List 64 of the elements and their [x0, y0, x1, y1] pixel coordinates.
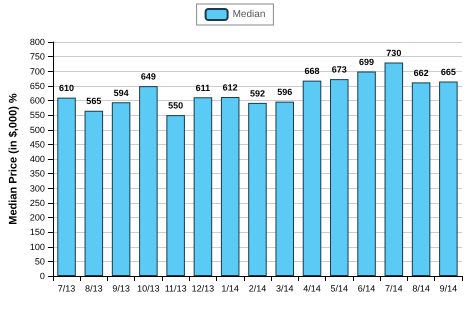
y-tick-label: 200 [30, 212, 45, 222]
bar [302, 80, 322, 276]
x-tick-label: 9/14 [440, 284, 458, 294]
x-tick-label: 12/13 [192, 284, 214, 294]
x-tick-label: 5/14 [330, 284, 348, 294]
y-tick-label: 700 [30, 66, 45, 76]
data-label: 673 [332, 64, 347, 75]
x-tick-label: 4/14 [303, 284, 321, 294]
data-label: 592 [250, 88, 265, 98]
x-tick-label: 1/14 [221, 284, 239, 294]
data-label: 550 [168, 100, 184, 111]
x-tick-label: 7/14 [385, 284, 403, 294]
data-label: 610 [59, 83, 74, 94]
data-label: 611 [196, 82, 210, 93]
data-label: 612 [222, 82, 238, 92]
data-label: 596 [277, 87, 292, 98]
x-tick-label: 10/13 [137, 284, 160, 294]
x-tick-label: 3/14 [276, 284, 294, 294]
data-label: 565 [86, 96, 102, 106]
x-tick-label: 8/13 [85, 284, 103, 294]
y-tick-label: 350 [30, 168, 45, 179]
bar [412, 82, 430, 276]
data-label: 699 [359, 57, 374, 68]
y-tick-label: 500 [30, 124, 45, 135]
bar [220, 96, 240, 276]
y-tick-label: 100 [30, 242, 45, 252]
bar [112, 102, 130, 276]
x-tick-label: 7/13 [58, 284, 76, 294]
y-tick-label: 800 [30, 37, 45, 47]
y-tick-label: 300 [30, 183, 45, 194]
y-tick-label: 550 [30, 110, 45, 120]
bar [166, 115, 185, 276]
bar [357, 72, 376, 276]
data-label: 730 [386, 48, 402, 58]
bar [439, 81, 458, 276]
legend-label: Median [232, 9, 266, 20]
bar [330, 79, 349, 276]
data-label: 662 [414, 68, 429, 78]
y-tick-label: 50 [34, 256, 45, 266]
y-tick-label: 750 [30, 52, 45, 62]
data-label: 665 [440, 66, 456, 77]
y-axis-title: Median Price (in $,000) % [8, 93, 20, 225]
x-tick-label: 2/14 [248, 284, 266, 294]
x-tick-label: 8/14 [412, 284, 430, 294]
data-label: 594 [114, 88, 129, 98]
bar [84, 110, 104, 276]
y-tick-label: 150 [30, 227, 45, 238]
y-tick-label: 400 [30, 154, 45, 164]
bar [384, 62, 404, 276]
y-tick-label: 0 [40, 271, 45, 281]
x-tick-label: 11/13 [164, 284, 187, 294]
x-tick-label: 6/14 [358, 284, 376, 294]
bar [248, 102, 267, 276]
data-label: 649 [140, 72, 156, 82]
data-label: 668 [304, 66, 320, 76]
bar [194, 97, 212, 276]
bar [57, 98, 76, 276]
bar [275, 102, 294, 276]
y-tick-label: 650 [30, 80, 45, 91]
y-tick-label: 250 [30, 198, 45, 208]
bar [139, 86, 158, 276]
y-tick-label: 450 [30, 139, 45, 150]
x-tick-label: 9/13 [112, 284, 130, 294]
y-tick-label: 600 [30, 96, 45, 106]
